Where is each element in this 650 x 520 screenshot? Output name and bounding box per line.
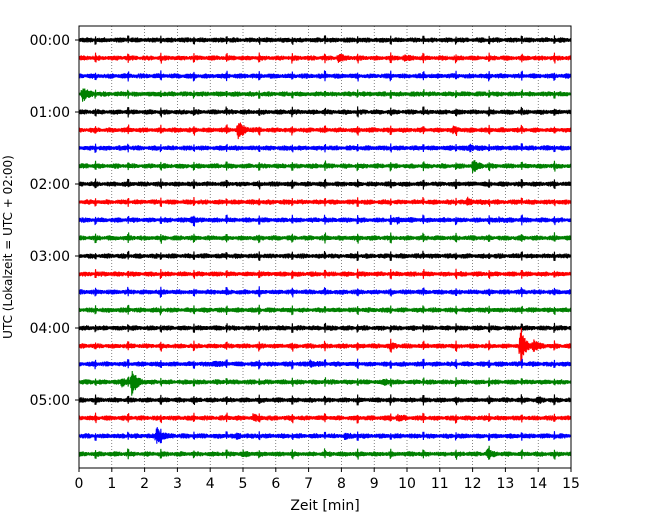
y-tick-label: 03:00 <box>30 249 70 265</box>
x-tick-label: 11 <box>431 476 449 492</box>
x-tick-label: 7 <box>304 476 313 492</box>
trace-line-05:15 <box>78 412 572 424</box>
x-tick-label: 1 <box>107 476 116 492</box>
y-axis-label: UTC (Lokalzeit = UTC + 02:00) <box>1 155 15 339</box>
trace-line-03:00 <box>78 250 572 261</box>
trace-line-04:15 <box>78 327 572 365</box>
x-tick-label: 15 <box>562 476 580 492</box>
x-tick-label: 14 <box>529 476 547 492</box>
y-tick-label: 05:00 <box>30 393 70 409</box>
trace-line-00:45 <box>78 88 572 102</box>
trace-line-02:00 <box>78 178 572 190</box>
trace-line-02:30 <box>78 214 572 227</box>
x-tick-label: 9 <box>370 476 379 492</box>
y-tick-label: 02:00 <box>30 177 70 193</box>
trace-line-01:15 <box>78 122 572 140</box>
trace-line-05:00 <box>78 394 572 406</box>
x-tick-label: 8 <box>337 476 346 492</box>
trace-line-01:45 <box>78 160 572 174</box>
y-axis-ticks: 00:00 01:00 02:00 03:00 04:00 05:00 <box>30 33 79 409</box>
x-axis-ticks: 0 1 2 3 4 5 6 7 8 9 10 11 12 13 14 15 <box>75 468 580 492</box>
trace-line-00:15 <box>78 52 572 64</box>
trace-line-03:15 <box>78 268 572 280</box>
trace-line-02:45 <box>78 232 572 244</box>
x-axis-label: Zeit [min] <box>290 498 359 514</box>
x-tick-label: 3 <box>173 476 182 492</box>
x-tick-label: 5 <box>239 476 248 492</box>
trace-line-03:45 <box>78 304 572 316</box>
trace-line-00:30 <box>78 70 572 82</box>
x-tick-label: 4 <box>206 476 215 492</box>
trace-line-04:30 <box>78 358 572 370</box>
x-tick-label: 12 <box>464 476 482 492</box>
trace-line-01:00 <box>78 106 572 118</box>
trace-line-00:00 <box>78 35 572 45</box>
trace-line-05:30 <box>78 427 572 444</box>
x-tick-label: 10 <box>398 476 416 492</box>
x-tick-label: 2 <box>140 476 149 492</box>
x-tick-label: 0 <box>75 476 84 492</box>
trace-line-04:00 <box>78 322 572 333</box>
x-tick-label: 13 <box>496 476 514 492</box>
plot-frame <box>78 25 572 469</box>
y-tick-label: 00:00 <box>30 33 70 49</box>
traces <box>78 35 572 460</box>
x-tick-label: 6 <box>271 476 280 492</box>
trace-line-03:30 <box>78 286 572 298</box>
trace-line-02:15 <box>78 196 572 207</box>
trace-line-01:30 <box>78 143 572 153</box>
trace-line-05:45 <box>78 445 572 460</box>
y-tick-label: 01:00 <box>30 105 70 121</box>
y-tick-label: 04:00 <box>30 321 70 337</box>
trace-line-04:45 <box>78 370 572 396</box>
